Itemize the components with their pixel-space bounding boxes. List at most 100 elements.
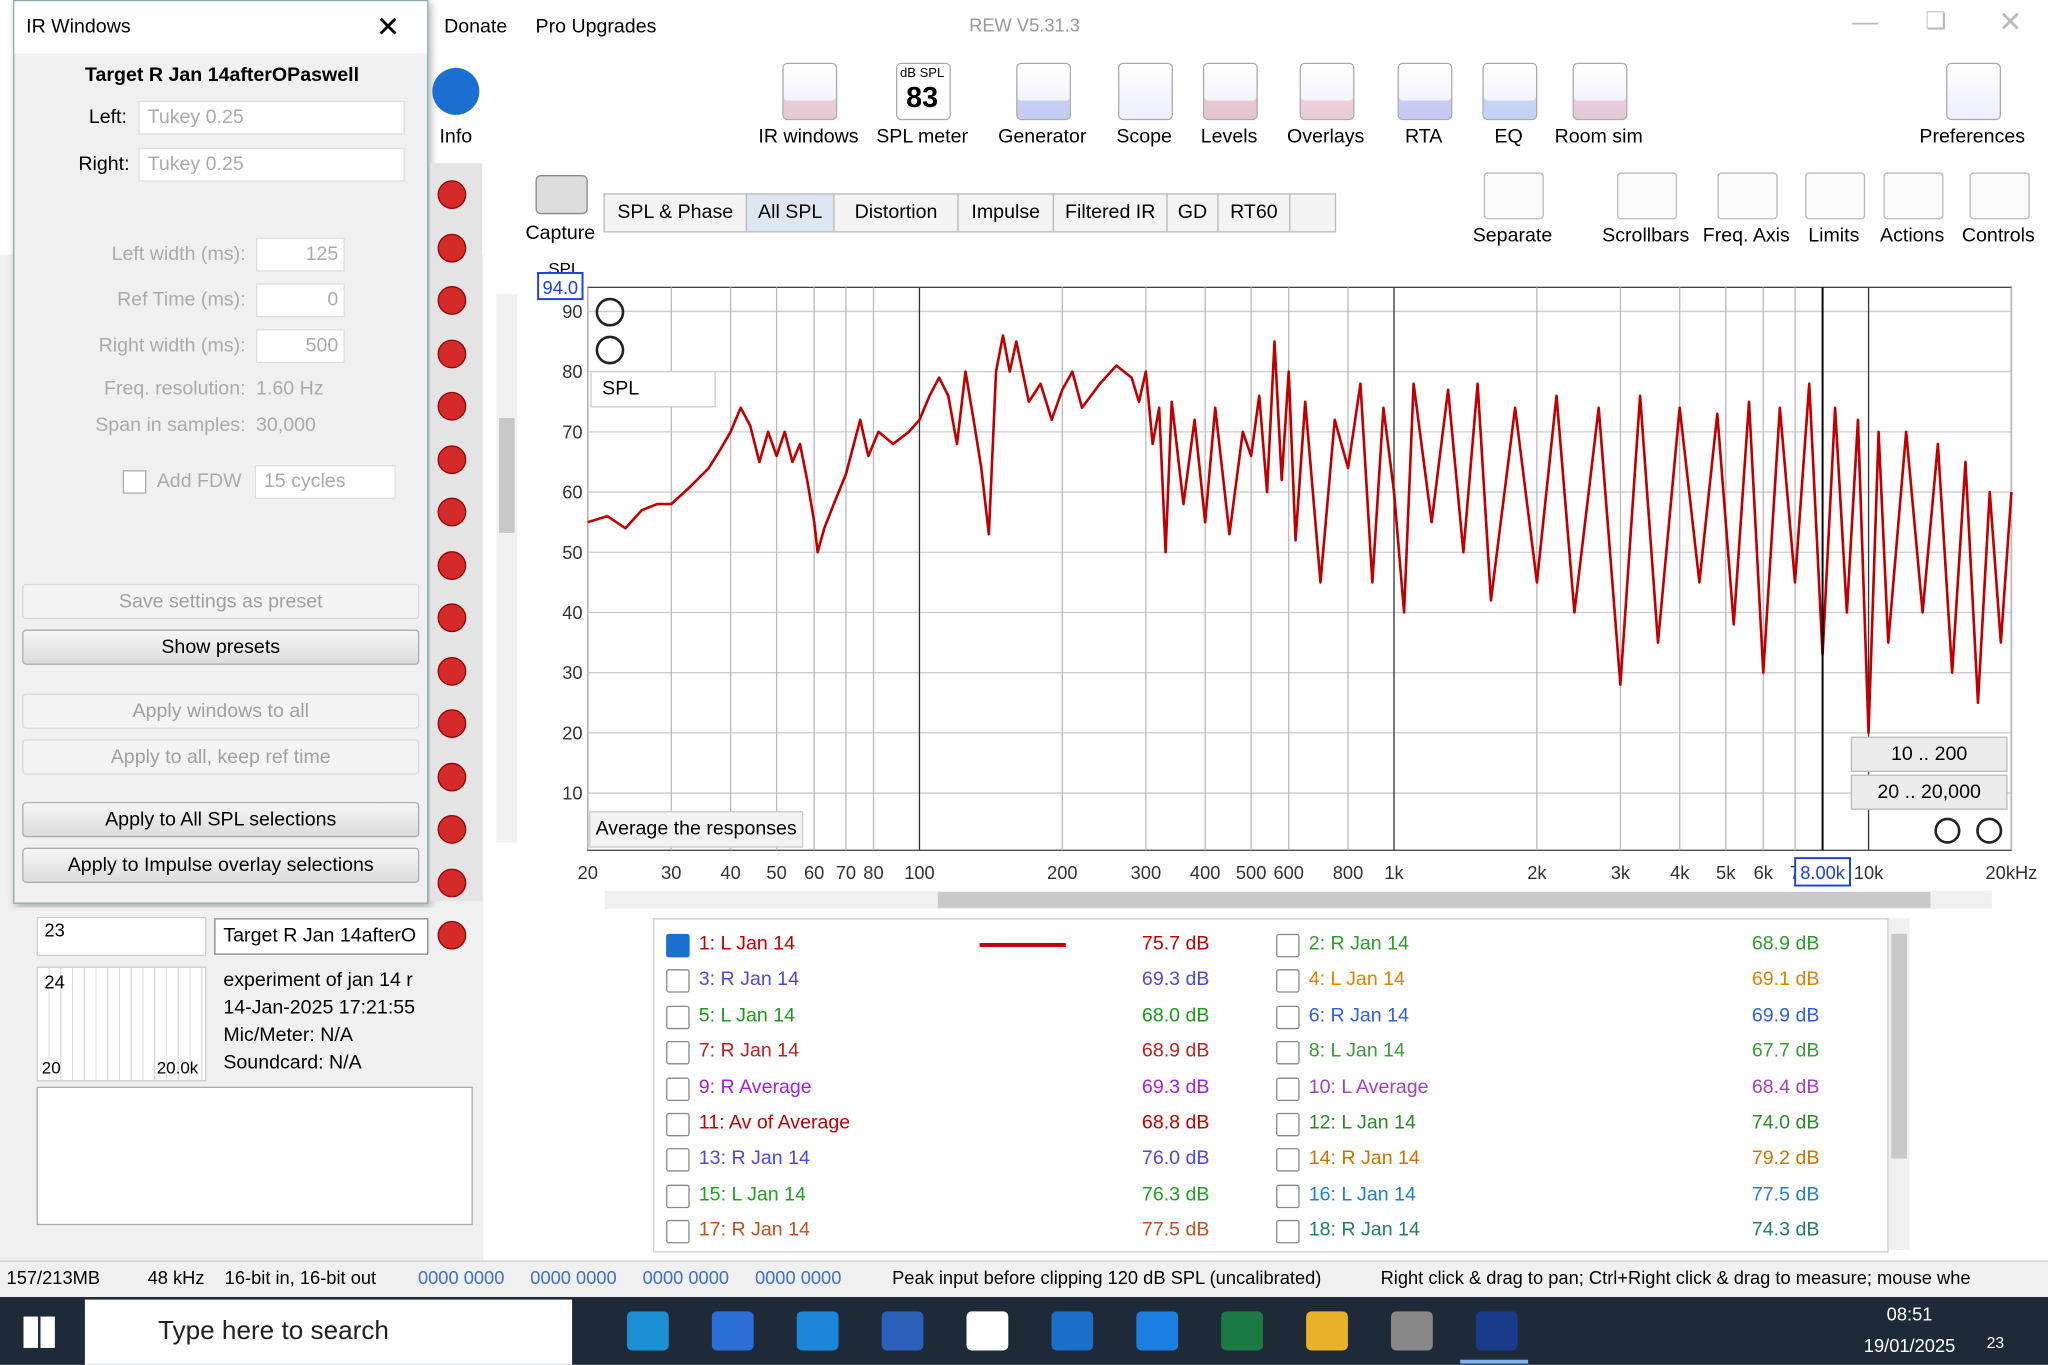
fdw-checkbox[interactable] [122, 470, 147, 494]
remove-button[interactable] [437, 338, 467, 368]
legend-checkbox[interactable] [666, 969, 690, 994]
notes-box[interactable] [36, 1086, 473, 1226]
tab-more[interactable] [1289, 193, 1337, 233]
legend-label[interactable]: 9: R Average [698, 1075, 812, 1098]
legend-label[interactable]: 1: L Jan 14 [698, 932, 795, 955]
tool-label[interactable]: Scope [1116, 125, 1172, 148]
taskbar-app[interactable] [966, 1311, 1009, 1351]
notification-count[interactable]: 23 [1986, 1333, 2005, 1352]
legend-checkbox[interactable] [666, 1077, 690, 1101]
tool-label[interactable]: Room sim [1554, 125, 1643, 148]
dialog-button[interactable]: Apply to Impulse overlay selections [22, 847, 420, 883]
taskbar-app[interactable] [711, 1311, 754, 1351]
legend-checkbox[interactable] [666, 1005, 690, 1029]
tool-label[interactable]: RTA [1404, 125, 1443, 148]
taskbar-app[interactable] [1136, 1311, 1179, 1351]
tab[interactable]: All SPL [745, 193, 835, 233]
right-select[interactable]: Tukey 0.25 [138, 147, 405, 182]
dialog-button[interactable]: Apply to All SPL selections [22, 801, 420, 838]
remove-button[interactable] [437, 656, 467, 686]
dialog-close[interactable]: ✕ [376, 10, 401, 44]
capture-label[interactable]: Capture [525, 222, 596, 245]
legend-label[interactable]: 5: L Jan 14 [698, 1004, 795, 1027]
remove-button[interactable] [437, 762, 467, 791]
legend-label[interactable]: 6: R Jan 14 [1308, 1004, 1409, 1027]
tool2-label[interactable]: Freq. Axis [1702, 224, 1790, 247]
tool2-icon[interactable] [1483, 172, 1544, 220]
legend-checkbox[interactable] [1276, 1220, 1300, 1244]
legend-checkbox[interactable] [1276, 1148, 1300, 1173]
legend-checkbox[interactable] [1276, 1112, 1300, 1137]
tool-icon[interactable] [1397, 62, 1453, 121]
dialog-button[interactable]: Apply to all, keep ref time [22, 739, 420, 775]
tab[interactable]: SPL & Phase [603, 193, 748, 233]
tool-icon[interactable] [1202, 62, 1258, 121]
zoom-out[interactable] [595, 335, 625, 365]
dialog-button[interactable]: Show presets [22, 629, 420, 665]
taskbar-app[interactable] [796, 1311, 839, 1351]
tool-icon[interactable] [1016, 62, 1072, 121]
meas-name[interactable]: Target R Jan 14afterO [214, 918, 429, 955]
taskbar-app[interactable] [626, 1311, 669, 1351]
tool-label[interactable]: SPL meter [876, 125, 969, 148]
taskbar-app[interactable] [1221, 1311, 1264, 1351]
tool-icon[interactable] [1482, 62, 1538, 121]
field-input[interactable]: 500 [255, 329, 345, 364]
restore[interactable]: ❏ [1925, 7, 1947, 34]
info-icon[interactable] [432, 67, 480, 115]
zoom-in-x[interactable] [1976, 817, 2003, 844]
menu-item[interactable]: Donate [444, 15, 508, 38]
remove-button[interactable] [437, 391, 467, 421]
close[interactable]: ✕ [1998, 5, 2023, 38]
average-button[interactable]: Average the responses [589, 811, 804, 848]
remove-button[interactable] [437, 815, 467, 844]
legend-checkbox[interactable] [1276, 1041, 1300, 1065]
tab[interactable]: Filtered IR [1052, 193, 1168, 233]
legend-checkbox[interactable] [1276, 969, 1300, 994]
tool-icon[interactable] [1299, 62, 1355, 121]
tool-label[interactable]: Preferences [1919, 125, 2026, 148]
tool2-icon[interactable] [1883, 172, 1944, 220]
tool-icon[interactable] [1118, 62, 1173, 121]
legend-label[interactable]: 11: Av of Average [698, 1111, 851, 1134]
taskbar-app[interactable] [1306, 1311, 1348, 1351]
remove-button[interactable] [437, 286, 467, 315]
legend-label[interactable]: 15: L Jan 14 [698, 1183, 806, 1206]
dialog-button[interactable]: Apply windows to all [22, 693, 420, 729]
tool-label[interactable]: Info [439, 125, 473, 148]
legend-label[interactable]: 3: R Jan 14 [698, 968, 799, 991]
remove-button[interactable] [437, 497, 467, 527]
tool2-icon[interactable] [1616, 172, 1678, 220]
legend-label[interactable]: 7: R Jan 14 [698, 1039, 799, 1063]
remove-button[interactable] [437, 867, 467, 897]
taskbar-app[interactable] [881, 1311, 924, 1351]
tool-label[interactable]: Overlays [1287, 125, 1365, 148]
minimize[interactable]: — [1852, 7, 1879, 37]
tool-label[interactable]: Generator [998, 125, 1087, 148]
search-box[interactable] [84, 1299, 573, 1365]
taskbar-app[interactable] [1051, 1311, 1094, 1351]
legend-label[interactable]: 16: L Jan 14 [1308, 1183, 1416, 1206]
legend-checkbox[interactable] [666, 1184, 690, 1208]
tool-label[interactable]: Levels [1200, 125, 1258, 148]
remove-button[interactable] [437, 920, 467, 950]
h-scrollbar[interactable] [604, 890, 1992, 910]
taskbar-app[interactable] [1391, 1311, 1433, 1351]
remove-button[interactable] [437, 444, 467, 474]
remove-button[interactable] [437, 709, 467, 738]
thumb-23[interactable] [36, 916, 207, 957]
tool2-icon[interactable] [1717, 172, 1778, 220]
tool2-label[interactable]: Scrollbars [1602, 224, 1690, 247]
legend-checkbox[interactable] [1276, 1077, 1300, 1101]
remove-button[interactable] [437, 603, 467, 633]
remove-button[interactable] [437, 180, 467, 209]
legend-label[interactable]: 2: R Jan 14 [1308, 932, 1409, 955]
legend-checkbox[interactable] [666, 1112, 690, 1137]
tool-label[interactable]: EQ [1494, 125, 1523, 148]
range-button[interactable]: 10 .. 200 [1850, 736, 2008, 772]
legend-label[interactable]: 12: L Jan 14 [1308, 1111, 1416, 1134]
legend-checkbox[interactable] [666, 1041, 690, 1065]
legend-label[interactable]: 13: R Jan 14 [698, 1147, 810, 1170]
start-button[interactable] [23, 1316, 55, 1348]
zoom-in[interactable] [595, 297, 625, 327]
